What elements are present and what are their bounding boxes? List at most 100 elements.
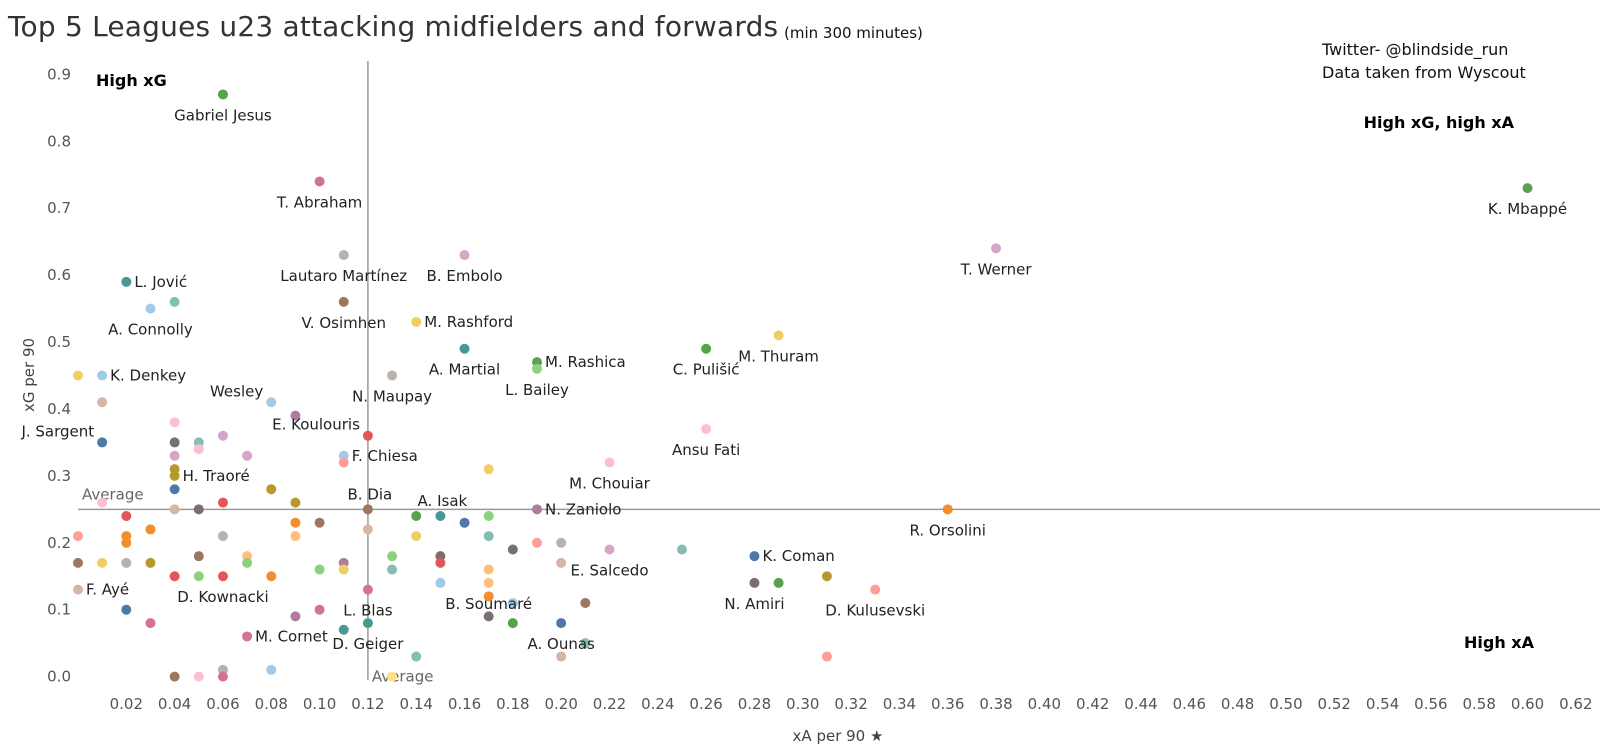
data-point <box>193 551 204 562</box>
average-x-label: Average <box>372 668 434 686</box>
data-point <box>362 524 373 535</box>
data-point <box>242 557 253 568</box>
data-point <box>435 511 446 522</box>
data-point <box>362 584 373 595</box>
data-point <box>338 564 349 575</box>
data-point <box>97 437 108 448</box>
data-point <box>266 397 277 408</box>
data-point <box>604 544 615 555</box>
point-label: M. Thuram <box>738 347 819 365</box>
y-tick-label: 0.7 <box>47 199 71 217</box>
y-tick-label: 0.1 <box>47 601 71 619</box>
point-label: B. Dia <box>348 485 393 503</box>
data-point <box>73 531 83 542</box>
point-label: N. Amiri <box>724 595 784 613</box>
data-point <box>290 611 301 622</box>
data-point <box>314 604 325 615</box>
point-label: Lautaro Martínez <box>280 267 407 285</box>
y-tick-label: 0.4 <box>47 400 71 418</box>
data-point <box>97 370 108 381</box>
data-point <box>483 564 494 575</box>
point-label: A. Ounas <box>527 635 595 653</box>
x-tick-label: 0.10 <box>303 695 336 713</box>
point-label: A. Connolly <box>108 321 193 339</box>
data-point <box>290 497 301 508</box>
point-label: Ansu Fati <box>672 441 740 459</box>
data-point <box>73 584 83 595</box>
data-point <box>193 444 204 455</box>
data-point <box>387 564 398 575</box>
chart-title: Top 5 Leagues u23 attacking midfielders … <box>8 10 779 43</box>
data-point <box>73 557 83 568</box>
data-point <box>556 651 567 662</box>
data-point <box>483 531 494 542</box>
point-label: J. Sargent <box>20 422 94 440</box>
data-point <box>169 470 180 481</box>
data-point <box>870 584 881 595</box>
x-tick-label: 0.02 <box>110 695 143 713</box>
x-tick-label: 0.22 <box>593 695 626 713</box>
data-point <box>193 571 204 582</box>
point-label: H. Traoré <box>183 467 250 485</box>
point-label: M. Rashica <box>545 353 626 371</box>
data-point <box>338 624 349 635</box>
data-point <box>459 343 470 354</box>
data-point <box>749 551 760 562</box>
data-point <box>217 497 228 508</box>
x-tick-label: 0.44 <box>1124 695 1157 713</box>
point-label: D. Geiger <box>332 635 404 653</box>
point-label: D. Kulusevski <box>825 602 925 620</box>
x-tick-label: 0.14 <box>400 695 433 713</box>
point-label: V. Osimhen <box>301 314 386 332</box>
point-label: R. Orsolini <box>910 521 986 539</box>
data-point <box>435 557 446 568</box>
x-tick-label: 0.40 <box>1028 695 1061 713</box>
point-label: K. Mbappé <box>1488 200 1567 218</box>
point-label: F. Ayé <box>86 581 129 599</box>
x-tick-label: 0.42 <box>1076 695 1109 713</box>
point-label: K. Coman <box>762 547 834 565</box>
data-point <box>556 557 567 568</box>
data-point <box>121 276 132 287</box>
point-label: T. Werner <box>960 260 1033 278</box>
x-tick-label: 0.32 <box>834 695 867 713</box>
x-tick-label: 0.36 <box>931 695 964 713</box>
data-point <box>507 618 518 629</box>
x-axis-title: xA per 90 ★ <box>793 727 884 745</box>
data-point <box>532 537 543 548</box>
point-label: B. Soumaré <box>445 595 532 613</box>
data-point <box>97 397 108 408</box>
quadrant-label-high-xa: High xA <box>1464 633 1535 652</box>
data-point <box>362 430 373 441</box>
data-point <box>580 598 591 609</box>
data-point <box>145 524 156 535</box>
y-tick-label: 0.3 <box>47 467 71 485</box>
point-label: M. Cornet <box>255 627 328 645</box>
data-point <box>314 564 325 575</box>
x-tick-label: 0.28 <box>738 695 771 713</box>
x-tick-label: 0.12 <box>351 695 384 713</box>
data-point <box>701 343 712 354</box>
data-point <box>676 544 687 555</box>
x-tick-label: 0.48 <box>1221 695 1254 713</box>
data-point <box>169 504 180 515</box>
data-point <box>942 504 953 515</box>
x-tick-label: 0.54 <box>1366 695 1399 713</box>
data-point <box>290 517 301 528</box>
point-label: A. Martial <box>429 361 500 379</box>
data-point <box>991 243 1002 254</box>
x-tick-label: 0.56 <box>1414 695 1447 713</box>
y-tick-label: 0.2 <box>47 534 71 552</box>
data-point <box>483 611 494 622</box>
point-label: K. Denkey <box>110 367 186 385</box>
data-point <box>532 363 543 374</box>
y-tick-label: 0.0 <box>47 668 71 686</box>
data-point <box>121 511 132 522</box>
point-label: Gabriel Jesus <box>174 106 272 124</box>
point-label: A. Isak <box>418 492 468 510</box>
average-y-label: Average <box>82 485 144 503</box>
data-point <box>266 664 277 675</box>
data-point <box>411 651 422 662</box>
point-label: Wesley <box>210 382 263 400</box>
y-axis-title: xG per 90 <box>20 338 38 412</box>
